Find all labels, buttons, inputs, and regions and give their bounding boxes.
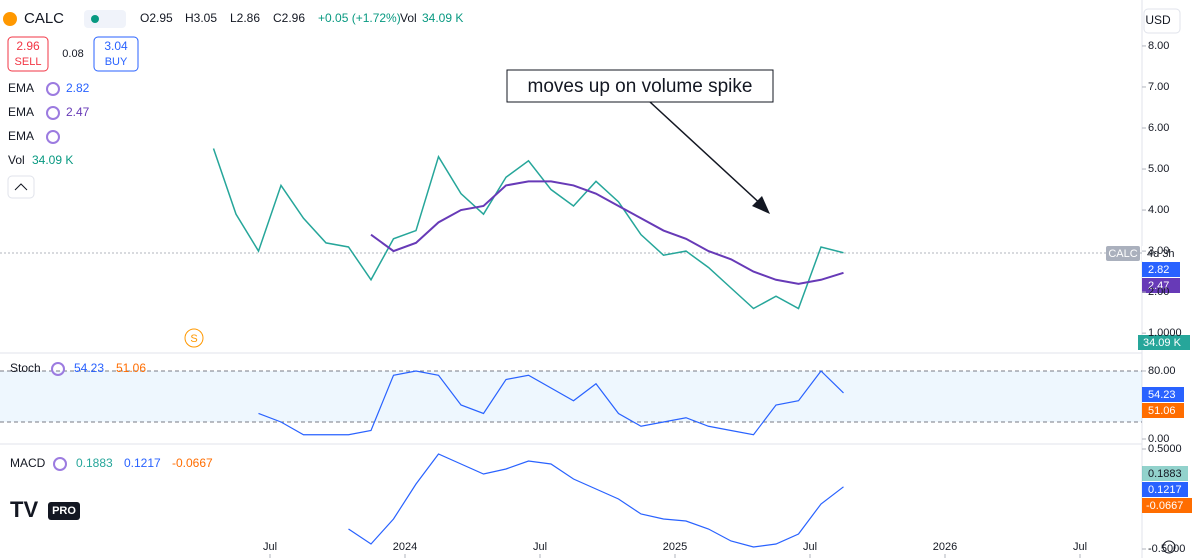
open: O2.95: [140, 11, 173, 25]
y-tick-label: 0.5000: [1148, 443, 1182, 455]
low: L2.86: [230, 11, 260, 25]
stoch-d-tag-label: 51.06: [1148, 405, 1176, 417]
countdown-tag: [1142, 246, 1186, 261]
stoch-band: [0, 371, 1142, 422]
high: H3.05: [185, 11, 217, 25]
change: +0.05 (+1.72%): [318, 11, 401, 25]
close-line: [212, 148, 844, 310]
stoch-k-line: [258, 370, 844, 436]
macd-line: [348, 453, 844, 548]
x-tick-label: Jul: [803, 541, 817, 553]
symbol: CALC: [24, 10, 64, 27]
macd-signal-tag: [1142, 498, 1192, 513]
collapse-icon: [14, 183, 28, 191]
x-tick-label: Jul: [1073, 541, 1087, 553]
macd-signal-tag-label: -0.0667: [1146, 500, 1183, 512]
annotation-arrow: [649, 101, 766, 209]
y-tick-label: 5.00: [1148, 163, 1169, 175]
legend-name: Vol: [8, 153, 25, 167]
macd-hist-tag-label: 0.1883: [1148, 468, 1182, 480]
sell-button[interactable]: [7, 36, 49, 72]
close: C2.96: [273, 11, 305, 25]
x-tick-label: Jul: [263, 541, 277, 553]
stoch-d: 51.06: [116, 361, 146, 375]
macd-hist: 0.1883: [76, 456, 113, 470]
x-tick-label: 2026: [933, 541, 957, 553]
stoch-d-tag: [1142, 403, 1184, 418]
y-tick-label: 7.00: [1148, 81, 1169, 93]
y-tick-label: 1.0000: [1148, 327, 1182, 339]
annotation: moves up on volume spike: [528, 76, 753, 97]
y-tick-label: 0.00: [1148, 433, 1169, 445]
spread: 0.08: [62, 48, 83, 60]
settings-icon[interactable]: [1162, 540, 1176, 554]
ema-slow-tag: 2.47: [1148, 280, 1169, 292]
ema-line: [370, 180, 844, 285]
y-tick-label: 3.00: [1148, 245, 1169, 257]
stoch-k: 54.23: [74, 361, 104, 375]
legend-value: 34.09 K: [32, 153, 73, 167]
buy-label[interactable]: BUY: [105, 56, 128, 68]
symbol-icon: [3, 12, 17, 26]
arrow-head: [752, 196, 770, 214]
ema-tag: [1142, 278, 1180, 293]
currency[interactable]: USD: [1145, 13, 1171, 27]
buy-button[interactable]: [93, 36, 139, 72]
volume-tag: [1138, 335, 1190, 350]
legend-value: 2.82: [66, 81, 90, 95]
y-tick-label: 2.00: [1148, 286, 1169, 298]
split-marker: [184, 328, 204, 348]
symbol-tag: [1106, 246, 1140, 261]
sell-price[interactable]: 2.96: [16, 39, 40, 53]
status-badge: [84, 10, 126, 28]
stoch-k-tag: [1142, 387, 1184, 402]
legend-name: EMA: [8, 81, 34, 95]
macd-line: 0.1217: [124, 456, 161, 470]
legend-icon: [53, 457, 67, 471]
split-marker-label: S: [190, 333, 197, 345]
annotation-box: [506, 69, 774, 103]
status-dot: [91, 15, 99, 23]
legend-name: EMA: [8, 129, 34, 143]
stoch-k-tag-label: 54.23: [1148, 389, 1176, 401]
macd-name: MACD: [10, 456, 46, 470]
ema-tag: [1142, 262, 1180, 277]
y-tick-label: 4.00: [1148, 204, 1169, 216]
legend-icon: [51, 362, 65, 376]
logo-mark: TV: [10, 497, 38, 522]
legend-value: 2.47: [66, 105, 90, 119]
macd-line-tag: [1142, 482, 1188, 497]
macd-hist-tag: [1142, 466, 1188, 481]
countdown: 4d 3h: [1147, 248, 1175, 260]
x-tick-label: Jul: [533, 541, 547, 553]
buy-price[interactable]: 3.04: [104, 39, 128, 53]
macd-signal: -0.0667: [172, 456, 213, 470]
logo: PRO: [52, 505, 76, 517]
x-tick-label: 2024: [393, 541, 417, 553]
stoch-name: Stoch: [10, 361, 41, 375]
y-tick-label: 80.00: [1148, 365, 1176, 377]
legend-icon: [46, 106, 60, 120]
collapse-button[interactable]: [7, 175, 35, 199]
legend-icon: [46, 130, 60, 144]
volume-tag-label: 34.09 K: [1143, 337, 1182, 349]
logo-badge: [48, 502, 80, 520]
y-tick-label: -0.5000: [1148, 543, 1185, 555]
symbol-tag-label: CALC: [1108, 248, 1137, 260]
sell-label[interactable]: SELL: [15, 56, 42, 68]
volume-label: Vol: [400, 11, 417, 25]
volume: 34.09 K: [422, 11, 463, 25]
y-tick-label: 8.00: [1148, 40, 1169, 52]
legend-name: EMA: [8, 105, 34, 119]
ema-fast-tag: 2.82: [1148, 264, 1169, 276]
x-tick-label: 2025: [663, 541, 687, 553]
currency-button[interactable]: [1143, 8, 1181, 34]
y-tick-label: 6.00: [1148, 122, 1169, 134]
legend-icon: [46, 82, 60, 96]
macd-line-tag-label: 0.1217: [1148, 484, 1182, 496]
